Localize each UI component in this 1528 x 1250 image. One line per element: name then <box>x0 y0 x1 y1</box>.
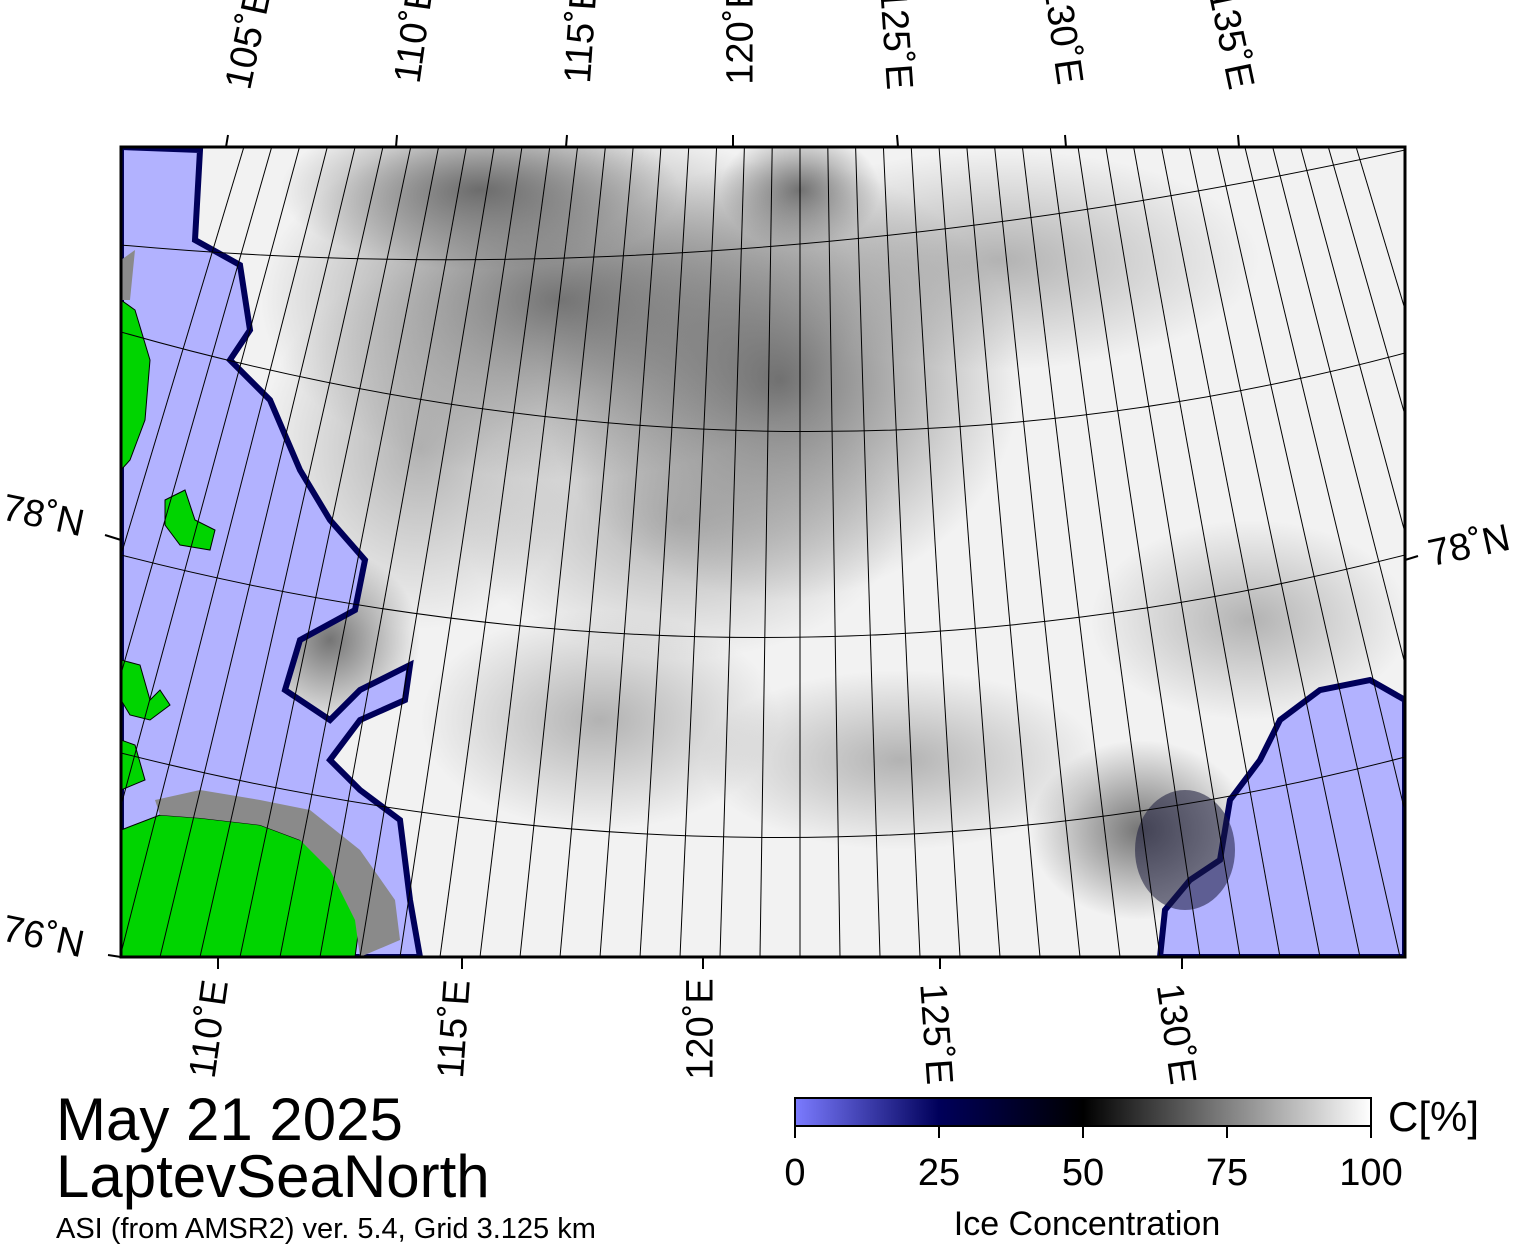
meridian-line <box>855 147 881 957</box>
meridian-line <box>1160 147 1321 957</box>
map-region-title: LaptevSeaNorth <box>56 1143 490 1210</box>
meridian-line <box>479 147 579 957</box>
colorbar-tick-75: 75 <box>1205 1152 1249 1194</box>
meridian-line <box>1021 147 1121 957</box>
meridians <box>121 147 1405 957</box>
meridian-line <box>910 147 961 957</box>
meridian-line <box>938 147 1001 957</box>
top-lon-label-125: 125˚E <box>871 0 921 92</box>
meridian-line <box>966 147 1041 957</box>
land-west-south <box>121 739 146 791</box>
colorbar-tick-0: 0 <box>784 1152 806 1194</box>
bottom-lon-label-125: 125˚E <box>911 981 961 1087</box>
meridian-line <box>1272 147 1405 666</box>
map-area <box>121 147 1405 957</box>
meridian-line <box>639 147 690 957</box>
meridian-line <box>439 147 551 957</box>
meridian-line <box>159 147 356 957</box>
meridian-line <box>1077 147 1201 957</box>
meridian-line <box>1188 147 1361 957</box>
colorbar-tick-25: 25 <box>917 1152 961 1194</box>
colorbar-tick-50: 50 <box>1061 1152 1105 1194</box>
top-lon-label-120: 120˚E <box>719 0 762 85</box>
meridian-line <box>759 147 773 957</box>
map-frame <box>119 145 1407 959</box>
meridian-line <box>1244 147 1405 814</box>
meridian-line <box>121 147 328 956</box>
map-date-title: May 21 2025 <box>56 1086 403 1153</box>
meridian-line <box>1105 147 1241 957</box>
bottom-lon-label-115: 115˚E <box>429 978 479 1080</box>
colorbar-tick-100: 100 <box>1339 1152 1403 1194</box>
meridian-line <box>994 147 1081 957</box>
meridian-line <box>319 147 467 957</box>
meridian-line <box>239 147 412 957</box>
meridian-line <box>559 147 634 957</box>
meridian-line <box>827 147 841 957</box>
colorbar-gradient <box>794 1097 1372 1127</box>
meridian-line <box>1327 147 1405 417</box>
meridian-line <box>719 147 745 957</box>
land-island-2 <box>121 659 171 721</box>
meridian-line <box>882 147 921 957</box>
meridian-line <box>1133 147 1281 957</box>
colorbar-label: Ice Concentration <box>953 1205 1221 1243</box>
meridian-line <box>519 147 606 957</box>
meridian-line <box>1355 147 1405 312</box>
meridian-line <box>121 147 300 808</box>
meridian-line <box>399 147 523 957</box>
map-source-subtitle: ASI (from AMSR2) ver. 5.4, Grid 3.125 km <box>56 1213 596 1245</box>
meridian-line <box>679 147 718 957</box>
dark-ice-east <box>1135 790 1235 910</box>
bottom-lon-label-120: 120˚E <box>679 978 722 1080</box>
land-west-north <box>121 299 151 471</box>
top-lon-label-115: 115˚E <box>556 0 606 85</box>
meridian-line <box>199 147 384 957</box>
meridian-line <box>1216 147 1401 957</box>
land-island-1 <box>164 489 216 551</box>
meridian-line <box>1049 147 1161 957</box>
meridian-line <box>359 147 495 957</box>
meridian-line <box>599 147 662 957</box>
colorbar-ticks <box>794 1126 1372 1138</box>
meridian-line <box>279 147 440 957</box>
meridian-line <box>121 147 273 676</box>
meridian-line <box>1300 147 1405 535</box>
axis-ticks <box>104 134 1419 969</box>
colorbar-unit: C[%] <box>1388 1093 1480 1140</box>
